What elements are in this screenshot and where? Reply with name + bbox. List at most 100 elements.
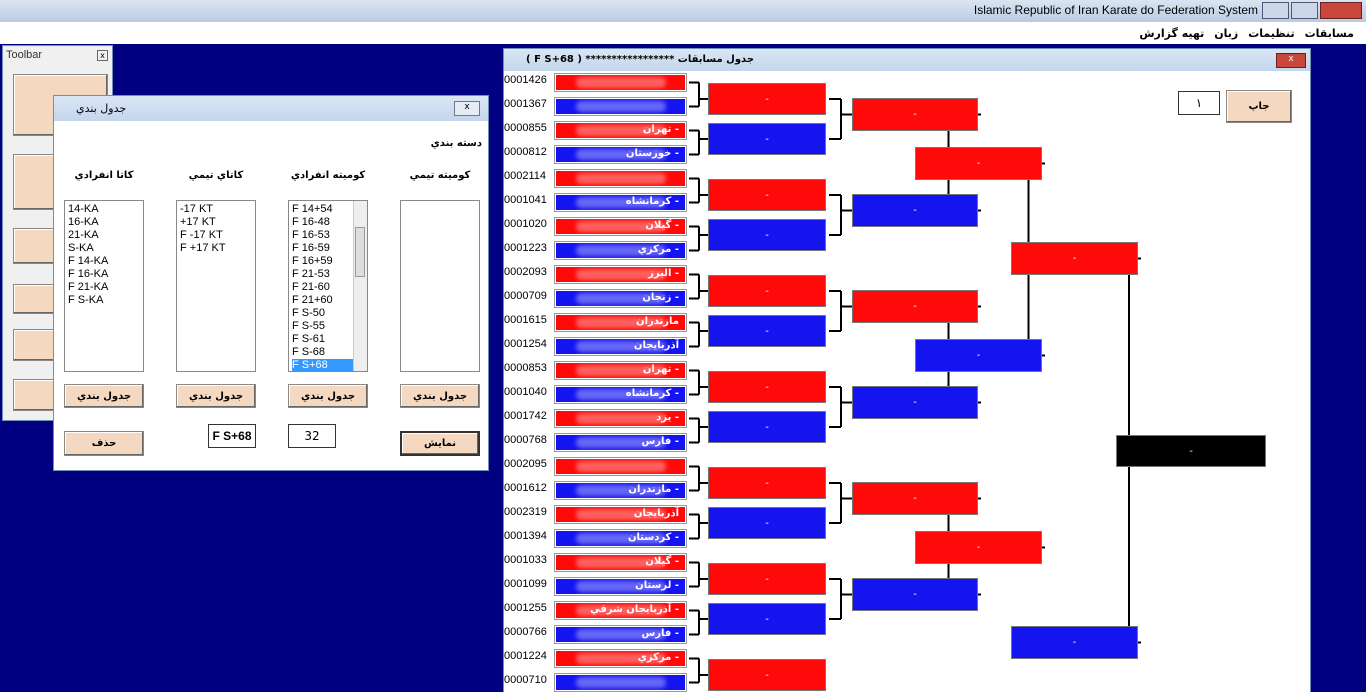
player-box[interactable] — [554, 169, 687, 188]
table-button[interactable]: جدول بندي — [64, 384, 144, 408]
list-item[interactable]: F 16-KA — [68, 268, 109, 280]
match-box[interactable]: - — [915, 147, 1042, 180]
match-box[interactable]: - — [708, 467, 826, 499]
list-box[interactable] — [400, 200, 480, 372]
match-box[interactable]: - — [708, 123, 826, 155]
match-box[interactable]: - — [1011, 242, 1138, 275]
player-province: - كردستان — [627, 532, 679, 543]
list-item[interactable]: F S-55 — [292, 320, 326, 332]
show-button[interactable]: نمايش — [400, 431, 480, 456]
print-button[interactable]: جاپ — [1226, 90, 1292, 123]
list-item[interactable]: -17 KT — [180, 203, 214, 215]
list-item[interactable]: 14-KA — [68, 203, 99, 215]
table-button[interactable]: جدول بندي — [400, 384, 480, 408]
list-item[interactable]: F -17 KT — [180, 229, 223, 241]
player-box[interactable]: - فارس — [554, 625, 687, 644]
player-box[interactable] — [554, 457, 687, 476]
player-box[interactable]: - گيلان — [554, 217, 687, 236]
match-box[interactable]: - — [708, 371, 826, 403]
match-box[interactable]: - — [852, 290, 978, 323]
menu-item[interactable]: تهیه گزارش — [1139, 26, 1205, 40]
list-item[interactable]: F S+68 — [292, 359, 364, 371]
match-box[interactable]: - — [852, 386, 978, 419]
player-box[interactable]: - مركزي — [554, 649, 687, 668]
match-box[interactable]: - — [708, 83, 826, 115]
player-box[interactable]: - كرمانشاه — [554, 193, 687, 212]
player-box[interactable]: آذربايجان — [554, 337, 687, 356]
player-box[interactable]: - مركزي — [554, 241, 687, 260]
maximize[interactable] — [1291, 2, 1318, 19]
player-box[interactable]: - لرستان — [554, 577, 687, 596]
list-item[interactable]: F S-KA — [68, 294, 104, 306]
list-item[interactable]: F 16-59 — [292, 242, 330, 254]
match-box[interactable]: - — [1116, 435, 1266, 467]
match-box[interactable]: - — [852, 578, 978, 611]
list-box[interactable]: F 14+54 F 16-48 F 16-53 F 16-59 F 16+59 F 21-… — [288, 200, 368, 372]
match-box[interactable]: - — [852, 194, 978, 227]
player-box[interactable]: - گيلان — [554, 553, 687, 572]
player-box[interactable]: - كردستان — [554, 529, 687, 548]
list-item[interactable]: F 16+59 — [292, 255, 333, 267]
match-box[interactable]: - — [915, 531, 1042, 564]
player-box[interactable]: - البرز — [554, 265, 687, 284]
list-box[interactable]: 14-KA 16-KA 21-KA S-KA F 14-KA F 16-KA F 21-KA… — [64, 200, 144, 372]
list-item[interactable]: F 21-KA — [68, 281, 109, 293]
match-box[interactable]: - — [708, 275, 826, 307]
player-box[interactable] — [554, 673, 687, 692]
player-box[interactable]: - خوزستان — [554, 145, 687, 164]
match-box[interactable]: - — [1011, 626, 1138, 659]
list-item[interactable]: F 14+54 — [292, 203, 333, 215]
table-button[interactable]: جدول بندي — [176, 384, 256, 408]
player-box[interactable]: - زنجان — [554, 289, 687, 308]
menu-item[interactable]: تنظیمات — [1248, 26, 1295, 40]
list-item[interactable]: 21-KA — [68, 229, 99, 241]
match-box[interactable]: - — [708, 659, 826, 691]
match-box[interactable]: - — [708, 507, 826, 539]
match-box[interactable]: - — [915, 339, 1042, 372]
match-box[interactable]: - — [708, 315, 826, 347]
list-item[interactable]: F 16-48 — [292, 216, 330, 228]
list-item[interactable]: 16-KA — [68, 216, 99, 228]
match-box[interactable]: - — [852, 98, 978, 131]
player-box[interactable]: آذربايجان — [554, 505, 687, 524]
player-box[interactable]: - مازندران — [554, 481, 687, 500]
list-item[interactable]: F 21-60 — [292, 281, 330, 293]
minimize[interactable] — [1262, 2, 1289, 19]
list-item[interactable]: S-KA — [68, 242, 94, 254]
list-item[interactable]: F 16-53 — [292, 229, 330, 241]
bracket-close[interactable]: x — [1276, 53, 1306, 68]
player-box[interactable] — [554, 97, 687, 116]
window-controls[interactable] — [1262, 2, 1362, 19]
list-item[interactable]: F S-50 — [292, 307, 326, 319]
player-box[interactable] — [554, 73, 687, 92]
player-box[interactable]: مازندران — [554, 313, 687, 332]
table-button[interactable]: جدول بندي — [288, 384, 368, 408]
toolbar-close[interactable]: x — [97, 50, 108, 61]
list-item[interactable]: F +17 KT — [180, 242, 226, 254]
list-item[interactable]: F 14-KA — [68, 255, 109, 267]
list-item[interactable]: F 21+60 — [292, 294, 333, 306]
list-item[interactable]: F S-61 — [292, 333, 326, 345]
player-box[interactable]: - فارس — [554, 433, 687, 452]
match-box[interactable]: - — [708, 603, 826, 635]
player-box[interactable]: - يزد — [554, 409, 687, 428]
list-item[interactable]: F S-68 — [292, 346, 326, 358]
match-box[interactable]: - — [708, 219, 826, 251]
list-box[interactable]: -17 KT +17 KT F -17 KT F +17 KT — [176, 200, 256, 372]
list-item[interactable]: +17 KT — [180, 216, 216, 228]
match-box[interactable]: - — [708, 411, 826, 443]
list-item[interactable]: F 21-53 — [292, 268, 330, 280]
player-box[interactable]: - كرمانشاه — [554, 385, 687, 404]
match-box[interactable]: - — [708, 179, 826, 211]
close[interactable] — [1320, 2, 1362, 19]
scroll-thumb[interactable] — [355, 227, 365, 277]
player-box[interactable]: - تهران — [554, 361, 687, 380]
player-box[interactable]: - آذربايجان شرقي — [554, 601, 687, 620]
player-box[interactable]: - تهران — [554, 121, 687, 140]
dialog-close[interactable]: x — [454, 101, 480, 116]
menu-item[interactable]: زبان — [1214, 26, 1239, 40]
match-box[interactable]: - — [708, 563, 826, 595]
menu-item[interactable]: مسابقات — [1304, 26, 1354, 40]
match-box[interactable]: - — [852, 482, 978, 515]
delete-button[interactable]: حذف — [64, 431, 144, 456]
